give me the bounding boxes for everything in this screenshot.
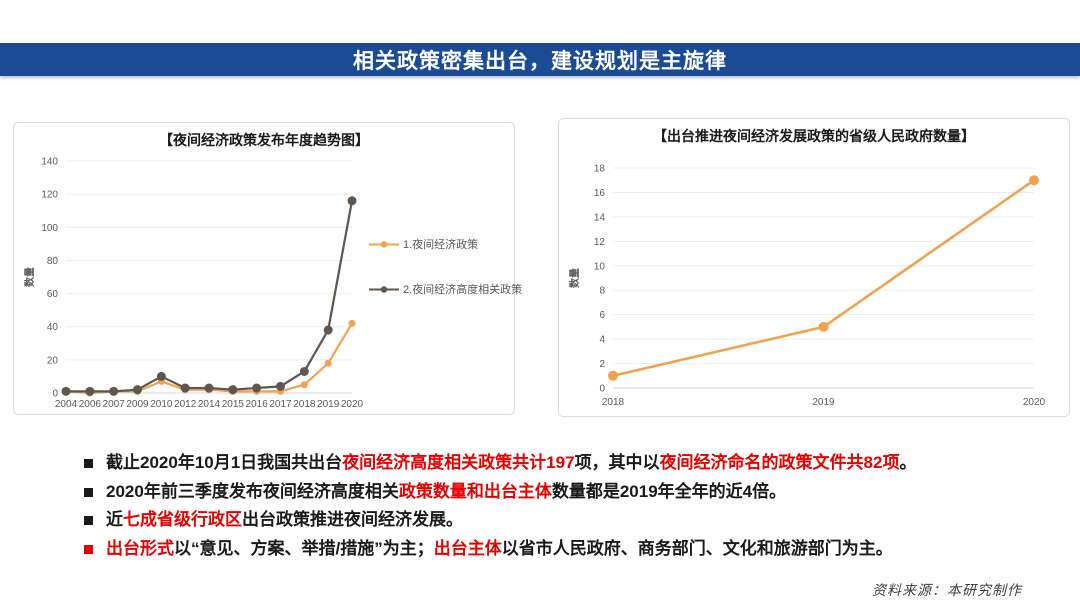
svg-text:18: 18 (594, 164, 606, 175)
left-chart-title: 【夜间经济政策发布年度趋势图】 (159, 132, 369, 148)
bullet-list: 截止2020年10月1日我国共出台夜间经济高度相关政策共计197项，其中以夜间经… (84, 449, 1044, 563)
svg-text:0: 0 (52, 389, 58, 400)
bullet-marker-icon (84, 516, 93, 525)
svg-text:140: 140 (41, 157, 58, 168)
svg-text:2007: 2007 (103, 399, 126, 410)
svg-text:2018: 2018 (293, 399, 316, 410)
bullet-text: 出台形式以“意见、方案、举措/措施”为主；出台主体以省市人民政府、商务部门、文化… (106, 535, 893, 564)
bullet-text-segment: 2020年前三季度发布夜间经济高度相关 (106, 481, 399, 501)
svg-text:数量: 数量 (568, 268, 581, 288)
svg-text:20: 20 (47, 355, 59, 366)
svg-text:2020: 2020 (1023, 397, 1046, 408)
left-chart-panel: 【夜间经济政策发布年度趋势图】 0 20 40 60 80 100 120 140 2004 20… (13, 122, 522, 415)
svg-text:2019: 2019 (317, 399, 340, 410)
svg-text:16: 16 (594, 188, 606, 199)
bullet-text-segment: 近 (106, 510, 123, 529)
svg-text:数量: 数量 (23, 267, 36, 287)
bullet-marker-icon (84, 487, 93, 497)
bullet-text-segment: 出台形式 (106, 538, 174, 558)
svg-text:80: 80 (47, 256, 59, 267)
svg-text:2012: 2012 (174, 399, 197, 410)
svg-text:0: 0 (599, 384, 605, 395)
svg-text:14: 14 (594, 212, 606, 223)
bullet-text-segment: 截止2020年10月1日我国共出台 (106, 453, 343, 472)
source-note: 资料来源：本研究制作 (872, 584, 1022, 599)
svg-text:2018: 2018 (602, 397, 625, 408)
right-chart-title: 【出台推进夜间经济发展政策的省级人民政府数量】 (653, 128, 975, 144)
legend-line-marker-icon (369, 285, 399, 293)
bullet-item: 近七成省级行政区出台政策推进夜间经济发展。 (84, 506, 1044, 535)
svg-text:2019: 2019 (812, 397, 835, 408)
svg-text:10: 10 (594, 261, 606, 272)
bullet-text-segment: 出台主体 (433, 538, 502, 558)
svg-text:2: 2 (599, 359, 605, 370)
bullet-text: 近七成省级行政区出台政策推进夜间经济发展。 (106, 506, 463, 535)
svg-text:2015: 2015 (222, 399, 245, 410)
bullet-text-segment: 政策数量和出台主体 (398, 481, 552, 501)
svg-text:120: 120 (41, 190, 58, 201)
svg-text:60: 60 (47, 289, 59, 300)
bullet-marker-icon (84, 459, 93, 468)
svg-text:12: 12 (594, 237, 606, 248)
header-bar: 相关政策密集出台，建设规划是主旋律 (0, 43, 1080, 76)
right-chart: 0 2 4 6 8 10 12 14 16 18 2018 2019 2020 数量 (568, 164, 1046, 409)
bullet-text-segment: 出台政策推进夜间经济发展。 (242, 510, 463, 529)
legend-line-marker-icon (369, 240, 399, 248)
bullet-text-segment: 夜间经济高度相关政策共计197 (342, 453, 575, 472)
svg-text:4: 4 (599, 335, 605, 346)
bullet-text-segment: 数量都是2019年全年的近4倍。 (551, 481, 787, 501)
bullet-text: 2020年前三季度发布夜间经济高度相关政策数量和出台主体数量都是2019年全年的… (106, 478, 786, 507)
legend-item: 2.夜间经济高度相关政策 (369, 281, 522, 297)
bullet-text-segment: 项，其中以 (574, 453, 660, 472)
svg-text:2014: 2014 (198, 399, 221, 410)
svg-text:2006: 2006 (79, 399, 102, 410)
svg-text:2009: 2009 (126, 399, 149, 410)
legend-label: 2.夜间经济高度相关政策 (403, 284, 523, 296)
bullet-text-segment: 以省市人民政府、商务部门、文化和旅游部门为主。 (501, 538, 893, 558)
bullet-text-segment: 七成省级行政区 (123, 510, 242, 529)
svg-text:2016: 2016 (246, 399, 269, 410)
bullet-marker-icon (84, 544, 93, 554)
page-title: 相关政策密集出台，建设规划是主旋律 (353, 49, 727, 73)
right-chart-panel: 【出台推进夜间经济发展政策的省级人民政府数量】 0 2 4 6 8 10 12 14 16 18 2… (558, 118, 1070, 417)
left-chart-legend: 1.夜间经济政策 2.夜间经济高度相关政策 (369, 236, 522, 326)
bullet-item: 截止2020年10月1日我国共出台夜间经济高度相关政策共计197项，其中以夜间经… (84, 449, 1044, 478)
legend-item: 1.夜间经济政策 (369, 236, 522, 252)
bullet-text-segment: 夜间经济命名的政策文件共82项 (659, 453, 900, 472)
svg-text:2004: 2004 (55, 399, 78, 410)
bullet-text-segment: 。 (899, 453, 917, 472)
legend-label: 1.夜间经济政策 (403, 239, 479, 251)
svg-text:40: 40 (47, 322, 59, 333)
svg-text:2010: 2010 (150, 399, 173, 410)
svg-text:2017: 2017 (269, 399, 292, 410)
bullet-item: 2020年前三季度发布夜间经济高度相关政策数量和出台主体数量都是2019年全年的… (84, 478, 1044, 507)
svg-text:8: 8 (599, 286, 605, 297)
svg-text:2020: 2020 (341, 399, 364, 410)
bullet-text: 截止2020年10月1日我国共出台夜间经济高度相关政策共计197项，其中以夜间经… (106, 449, 916, 478)
bullet-item: 出台形式以“意见、方案、举措/措施”为主；出台主体以省市人民政府、商务部门、文化… (84, 535, 1044, 564)
bullet-text-segment: 以“意见、方案、举措/措施”为主； (174, 538, 434, 558)
svg-text:6: 6 (599, 310, 605, 321)
svg-text:100: 100 (41, 223, 58, 234)
